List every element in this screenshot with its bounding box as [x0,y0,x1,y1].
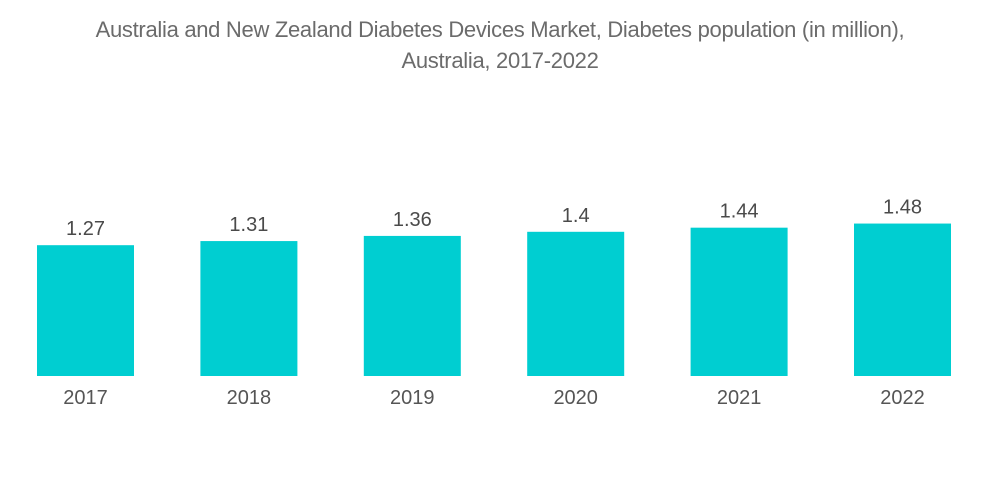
x-tick-label-2018: 2018 [227,387,272,409]
bar-2018 [200,241,298,376]
value-label-2017: 1.27 [66,218,105,240]
bar-2022 [854,223,951,376]
x-tick-label-2019: 2019 [390,387,435,409]
bar-2017 [37,245,134,376]
bar-2021 [690,227,788,376]
bar-2020 [527,231,625,376]
x-tick-label-2021: 2021 [717,387,762,409]
chart-title-line-1: Australia and New Zealand Diabetes Devic… [95,17,905,42]
x-tick-label-2022: 2022 [880,387,925,409]
value-label-2020: 1.4 [562,205,590,227]
bar-2019 [363,235,461,376]
chart-title: Australia and New Zealand Diabetes Devic… [0,14,1000,76]
x-tick-label-2017: 2017 [63,387,108,409]
value-label-2019: 1.36 [393,209,432,231]
chart-title-line-2: Australia, 2017-2022 [401,48,599,73]
value-label-2021: 1.44 [720,201,759,223]
x-tick-label-2020: 2020 [553,387,598,409]
value-label-2022: 1.48 [883,197,922,219]
value-label-2018: 1.31 [229,214,268,236]
